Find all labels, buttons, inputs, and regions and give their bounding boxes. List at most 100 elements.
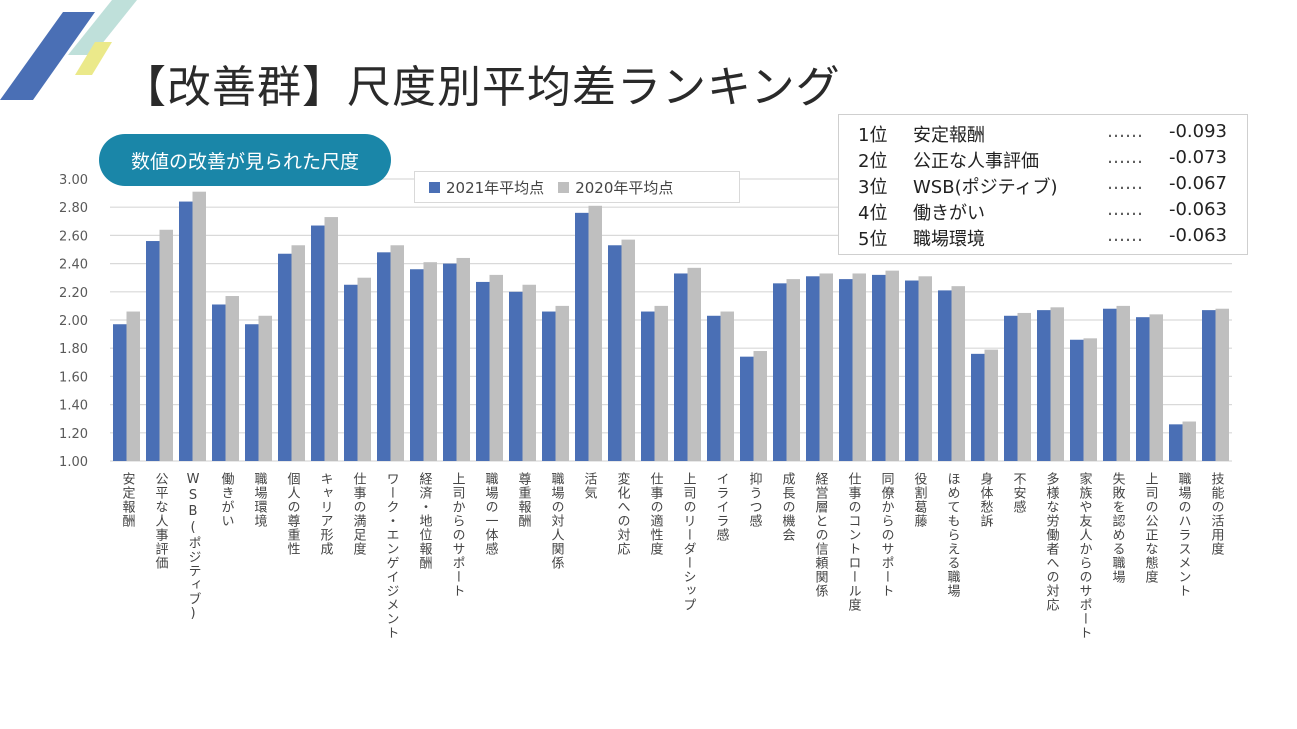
- rank-scale-name: 働きがい: [913, 203, 985, 224]
- bar-2021: [1070, 339, 1084, 461]
- bar-2021: [674, 273, 688, 461]
- bar-2021: [245, 324, 259, 461]
- bar-2020: [357, 277, 371, 461]
- x-tick-label: WSB(ポジティブ): [185, 472, 201, 622]
- chart-legend: 2021年平均点 2020年平均点: [414, 171, 740, 203]
- ranking-box: 1位 安定報酬 …… -0.093 2位 公正な人事評価 …… -0.073 3…: [838, 114, 1248, 255]
- x-tick-label: 上司からのサポート: [449, 472, 465, 598]
- bar-2020: [1215, 308, 1229, 461]
- rank-leader-dots: ……: [1107, 199, 1143, 220]
- bar-2020: [1083, 338, 1097, 461]
- y-tick-label: 1.00: [59, 455, 88, 470]
- bar-2021: [509, 291, 523, 461]
- bar-2020: [687, 267, 701, 461]
- bar-2021: [113, 324, 127, 461]
- bar-2021: [1169, 424, 1183, 461]
- ranking-row: 3位 WSB(ポジティブ) …… -0.067: [839, 173, 1247, 199]
- bar-2020: [390, 245, 404, 461]
- legend-item-2020: 2020年平均点: [558, 177, 673, 198]
- bar-2020: [423, 262, 437, 461]
- bar-2020: [1017, 312, 1031, 461]
- x-tick-label: 仕事のコントロール度: [845, 472, 861, 612]
- x-tick-label: 不安感: [1010, 472, 1026, 514]
- legend-item-2021: 2021年平均点: [429, 177, 544, 198]
- bar-2021: [1037, 310, 1051, 461]
- x-tick-label: 公平な人事評価: [152, 472, 168, 570]
- bar-2021: [179, 201, 193, 461]
- bar-2021: [311, 225, 325, 461]
- x-tick-label: 同僚からのサポート: [878, 472, 894, 598]
- ranking-row: 2位 公正な人事評価 …… -0.073: [839, 147, 1247, 173]
- legend-swatch-2021: [429, 181, 440, 193]
- x-tick-label: ほめてもらえる職場: [944, 472, 960, 598]
- x-tick-label: 個人の尊重性: [284, 472, 300, 556]
- bar-2020: [786, 279, 800, 461]
- bar-2020: [918, 276, 932, 461]
- ranking-row: 1位 安定報酬 …… -0.093: [839, 121, 1247, 147]
- y-tick-label: 1.60: [59, 370, 88, 385]
- bar-2021: [1136, 317, 1150, 461]
- bar-2020: [489, 274, 503, 461]
- bar-2021: [377, 252, 391, 461]
- x-tick-label: 職場の対人関係: [548, 472, 564, 570]
- x-tick-label: 職場の一体感: [482, 472, 498, 556]
- y-tick-label: 2.60: [59, 229, 88, 244]
- legend-swatch-2020: [558, 181, 570, 193]
- x-tick-label: 活気: [581, 472, 597, 500]
- rank-position: 1位: [858, 125, 888, 146]
- bar-2021: [476, 281, 490, 461]
- bar-2021: [707, 315, 721, 461]
- subtitle-text: 数値の改善が見られた尺度: [130, 150, 359, 173]
- y-tick-label: 1.40: [59, 399, 88, 414]
- legend-label-2020: 2020年平均点: [575, 178, 674, 197]
- y-tick-label: 2.40: [59, 258, 88, 273]
- rank-scale-name: WSB(ポジティブ): [913, 177, 1058, 198]
- rank-diff-value: -0.073: [1168, 147, 1227, 168]
- ranking-row: 4位 働きがい …… -0.063: [839, 199, 1247, 225]
- bar-2020: [654, 305, 668, 461]
- subtitle-pill: 数値の改善が見られた尺度: [99, 134, 391, 186]
- bar-2021: [839, 279, 853, 461]
- x-tick-label: キャリア形成: [317, 472, 333, 556]
- bar-2020: [126, 311, 140, 461]
- x-tick-label: 変化への対応: [614, 472, 630, 556]
- bar-2020: [225, 296, 239, 461]
- x-tick-label: ワーク・エンゲイジメント: [383, 472, 399, 640]
- y-tick-label: 1.20: [59, 427, 88, 442]
- corner-decoration: [0, 0, 137, 100]
- bar-2021: [608, 245, 622, 461]
- rank-diff-value: -0.093: [1168, 121, 1227, 142]
- rank-position: 5位: [858, 229, 888, 250]
- bar-2020: [621, 239, 635, 461]
- slide-title: 【改善群】尺度別平均差ランキング: [122, 62, 841, 114]
- y-tick-label: 1.80: [59, 342, 88, 357]
- x-tick-label: 身体愁訴: [977, 472, 993, 528]
- bar-2020: [456, 257, 470, 461]
- rank-scale-name: 安定報酬: [913, 125, 985, 146]
- bar-2021: [1202, 310, 1216, 461]
- bar-2021: [806, 276, 820, 461]
- bar-2020: [1149, 314, 1163, 461]
- x-tick-label: 経営層との信頼関係: [812, 472, 828, 598]
- ranking-row: 5位 職場環境 …… -0.063: [839, 225, 1247, 251]
- x-tick-label: 多様な労働者への対応: [1043, 472, 1059, 612]
- bar-2021: [1103, 308, 1117, 461]
- x-tick-label: 抑うつ感: [746, 472, 762, 528]
- x-tick-label: 働きがい: [218, 472, 234, 528]
- x-tick-label: 仕事の満足度: [350, 472, 366, 556]
- x-tick-label: 技能の活用度: [1208, 472, 1224, 556]
- bar-2021: [971, 353, 985, 461]
- bar-2020: [324, 217, 338, 461]
- rank-leader-dots: ……: [1107, 225, 1143, 246]
- x-tick-label: 職場のハラスメント: [1175, 472, 1191, 598]
- bar-2021: [575, 212, 589, 461]
- bar-2021: [212, 304, 226, 461]
- rank-position: 3位: [858, 177, 888, 198]
- bar-2021: [641, 311, 655, 461]
- bar-2020: [1182, 421, 1196, 461]
- bar-2020: [1116, 305, 1130, 461]
- rank-diff-value: -0.063: [1168, 225, 1227, 246]
- rank-scale-name: 職場環境: [913, 229, 985, 250]
- bar-2021: [542, 311, 556, 461]
